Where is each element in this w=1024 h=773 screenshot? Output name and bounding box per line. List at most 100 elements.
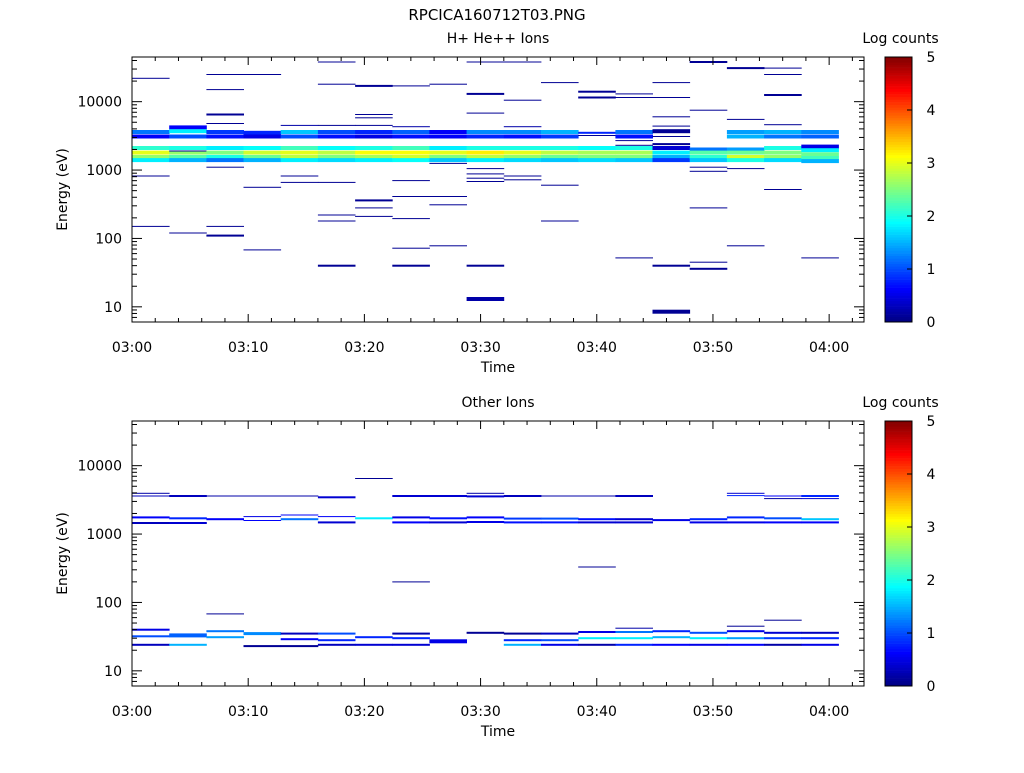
colorbar-segment — [885, 508, 912, 512]
heatmap-cell — [355, 215, 393, 217]
colorbar-segment — [885, 96, 912, 100]
colorbar-segment — [885, 202, 912, 206]
heatmap-cell — [169, 125, 207, 130]
heatmap-cell — [392, 264, 430, 267]
colorbar-segment — [885, 157, 912, 161]
heatmap-cell — [132, 225, 170, 227]
panel-2: 03:00 03:10 03:20 03:30 03:40 03:50 04:0010100… — [55, 395, 939, 740]
colorbar-segment — [885, 434, 912, 438]
heatmap-cell — [764, 637, 802, 640]
panel-title: H+ He++ Ions — [447, 31, 550, 47]
heatmap-cell — [541, 643, 579, 646]
heatmap-cell — [243, 495, 282, 497]
heatmap-cell — [764, 631, 802, 634]
heatmap-cell — [280, 134, 319, 139]
x-axis-label: Time — [480, 360, 515, 376]
colorbar-segment — [885, 601, 912, 605]
colorbar-segment — [885, 59, 912, 63]
heatmap-cell — [355, 84, 393, 87]
heatmap-cell — [243, 520, 282, 521]
heatmap-cell — [503, 150, 542, 155]
heatmap-cell — [206, 166, 244, 168]
heatmap-cell — [541, 220, 579, 222]
colorbar-segment — [885, 474, 912, 477]
colorbar-segment — [885, 558, 912, 562]
heatmap-cell — [466, 61, 505, 63]
colorbar-segment — [885, 643, 912, 647]
heatmap-cell — [317, 124, 356, 126]
heatmap-cell — [503, 521, 542, 524]
heatmap-cell — [652, 155, 691, 159]
colorbar-segment — [885, 479, 912, 483]
heatmap-cell — [801, 144, 839, 149]
x-tick-label: 03:50 — [693, 340, 733, 356]
colorbar-segment — [885, 603, 912, 607]
heatmap-cell — [652, 136, 691, 137]
colorbar-segment — [885, 497, 912, 501]
heatmap-cell — [466, 173, 505, 175]
colorbar-segment — [885, 648, 912, 652]
colorbar-segment — [885, 266, 912, 270]
heatmap-cell — [578, 135, 616, 136]
colorbar-segment — [885, 503, 912, 507]
heatmap-cell — [206, 74, 244, 75]
heatmap-cell — [615, 637, 653, 640]
colorbar-segment — [885, 250, 912, 254]
colorbar-segment — [885, 524, 912, 528]
heatmap-cell — [317, 134, 356, 139]
colorbar-segment — [885, 292, 912, 296]
heatmap-cell — [132, 635, 170, 638]
x-tick-label: 03:40 — [577, 340, 617, 356]
colorbar-segment — [885, 553, 912, 557]
colorbar-segment — [885, 513, 912, 517]
colorbar-segment — [885, 83, 912, 87]
colorbar-segment — [885, 463, 912, 467]
heatmap-cell — [206, 146, 244, 150]
heatmap-cell — [317, 496, 356, 499]
heatmap-cell — [355, 146, 393, 150]
heatmap-cell — [615, 130, 653, 134]
colorbar-segment — [885, 104, 912, 108]
heatmap-cell — [355, 199, 393, 202]
colorbar-tick-label: 5 — [927, 414, 936, 430]
heatmap-cell — [466, 492, 505, 494]
heatmap-cell — [764, 158, 802, 163]
heatmap-cell — [689, 637, 728, 640]
heatmap-cell — [689, 170, 728, 172]
x-tick-label: 03:50 — [693, 704, 733, 720]
colorbar-segment — [885, 245, 912, 249]
heatmap-cell — [726, 168, 765, 170]
colorbar-segment — [885, 186, 912, 190]
heatmap-cell — [541, 130, 579, 134]
heatmap-cell — [392, 516, 430, 519]
colorbar-segment — [885, 78, 912, 82]
heatmap-cell — [615, 134, 653, 139]
heatmap-cell — [503, 495, 542, 497]
colorbar-segment — [885, 287, 912, 291]
heatmap-cell — [689, 155, 728, 159]
colorbar-segment — [885, 529, 912, 533]
colorbar-segment — [885, 205, 912, 209]
colorbar-tick-label: 1 — [927, 262, 936, 278]
spectrogram-panels: 03:00 03:10 03:20 03:30 03:40 03:50 04:0010100… — [55, 31, 939, 740]
colorbar-segment — [885, 444, 912, 448]
heatmap-cell — [243, 130, 282, 135]
colorbar-segment — [885, 75, 912, 79]
heatmap-cell — [726, 67, 765, 70]
heatmap-cell — [652, 636, 691, 639]
heatmap-cell — [429, 158, 467, 163]
colorbar: 0 1 2 3 4 5 Log counts — [862, 395, 938, 695]
heatmap-cell — [169, 150, 207, 152]
heatmap-cell — [726, 147, 765, 152]
heatmap-cell — [243, 74, 282, 75]
colorbar-segment — [885, 128, 912, 132]
heatmap-cell — [206, 134, 244, 139]
heatmap-cell — [392, 130, 430, 134]
heatmap-cell — [615, 146, 653, 150]
colorbar-segment — [885, 192, 912, 196]
heatmap-cell — [280, 124, 319, 126]
heatmap-cell — [429, 155, 467, 159]
colorbar-segment — [885, 651, 912, 655]
heatmap-cell — [578, 521, 616, 524]
heatmap-cell — [801, 130, 839, 134]
